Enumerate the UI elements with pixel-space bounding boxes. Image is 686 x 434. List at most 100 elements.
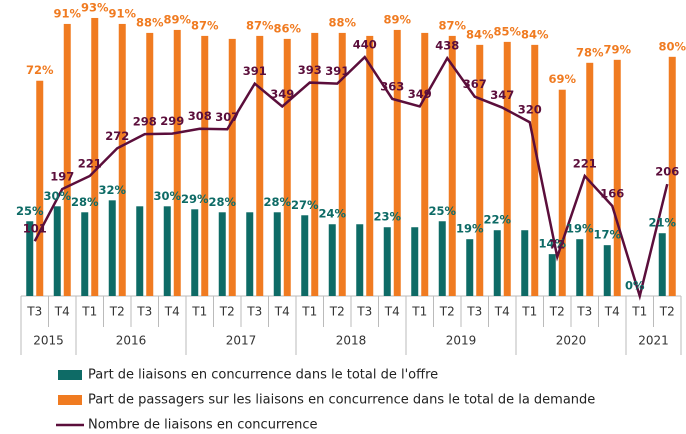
x-tick-label: T1 [81,305,97,319]
bar [228,38,236,296]
year-label: 2015 [33,334,64,348]
data-label: 221 [573,156,597,170]
bar [603,245,611,296]
data-label: 91% [108,6,136,20]
bar [613,59,621,296]
bar [301,215,309,296]
data-label: 87% [438,18,466,32]
bar [576,239,584,296]
bar [273,212,281,296]
data-label: 272 [105,129,129,143]
bar [311,32,319,296]
data-label: 89% [383,12,411,26]
bar [476,44,484,296]
data-label: 32% [98,183,126,197]
data-label: 84% [466,27,494,41]
bar [91,17,99,296]
data-label: 30% [153,189,181,203]
bar [421,32,429,296]
bar [356,224,364,296]
data-label: 349 [270,87,294,101]
bar [658,233,666,296]
data-label: 30% [43,189,71,203]
bar [466,239,474,296]
bar [531,44,539,296]
bar [493,230,501,296]
bar [63,23,71,297]
data-label: 29% [181,192,209,206]
bar [411,227,419,296]
data-label: 88% [328,15,356,29]
bar [256,35,264,296]
bar [586,62,594,296]
x-tick-label: T2 [659,305,675,319]
data-label: 85% [493,24,521,38]
data-label: 79% [603,42,631,56]
bar [53,206,61,296]
x-tick-label: T4 [494,305,510,319]
data-label: 363 [380,79,404,93]
data-label: 206 [655,165,679,179]
x-tick-label: T4 [54,305,70,319]
x-tick-label: T3 [246,305,262,319]
data-label: 27% [291,198,319,212]
data-label: 19% [456,222,484,236]
data-label: 298 [133,115,157,129]
bar [338,32,346,296]
legend-label: Part de passagers sur les liaisons en co… [88,393,595,408]
data-label: 88% [136,15,164,29]
year-label: 2017 [226,334,257,348]
legend-marker [58,370,82,380]
x-tick-label: T2 [549,305,565,319]
data-label: 89% [163,12,191,26]
bar [26,221,34,296]
bar [366,35,374,296]
x-tick-label: T2 [329,305,345,319]
data-label: 349 [408,87,432,101]
year-label: 2020 [556,334,587,348]
bar [108,200,116,296]
x-tick-label: T1 [411,305,427,319]
x-tick-label: T2 [219,305,235,319]
data-label: 393 [298,63,322,77]
data-label: 25% [16,204,44,218]
x-tick-label: T3 [356,305,372,319]
data-label: 84% [521,27,549,41]
data-label: 14% [538,237,566,251]
bar [393,29,401,296]
x-tick-label: T3 [576,305,592,319]
year-label: 2019 [446,334,477,348]
data-label: 308 [188,109,212,123]
x-tick-label: T4 [164,305,180,319]
x-tick-label: T3 [466,305,482,319]
data-label: 19% [566,222,594,236]
data-label: 72% [26,63,54,77]
data-label: 391 [325,64,349,78]
data-label: 24% [318,207,346,221]
year-label: 2018 [336,334,367,348]
data-label: 438 [435,39,459,53]
x-tick-label: T1 [191,305,207,319]
data-label: 22% [483,213,511,227]
year-label: 2021 [638,334,669,348]
data-label: 299 [160,114,184,128]
bar [218,212,226,296]
x-tick-label: T4 [384,305,400,319]
data-label: 320 [518,103,542,117]
data-label: 28% [263,195,291,209]
bar [81,212,89,296]
x-tick-label: T2 [439,305,455,319]
bar [448,35,456,296]
x-tick-label: T2 [109,305,125,319]
bar [146,32,154,296]
data-label: 69% [548,72,576,86]
bar [191,209,199,296]
data-label: 166 [600,186,624,200]
data-label: 28% [208,195,236,209]
data-label: 21% [648,216,676,230]
data-label: 367 [463,77,487,91]
bar [36,80,44,296]
data-label: 91% [53,6,81,20]
bar [503,41,511,297]
x-tick-label: T4 [604,305,620,319]
